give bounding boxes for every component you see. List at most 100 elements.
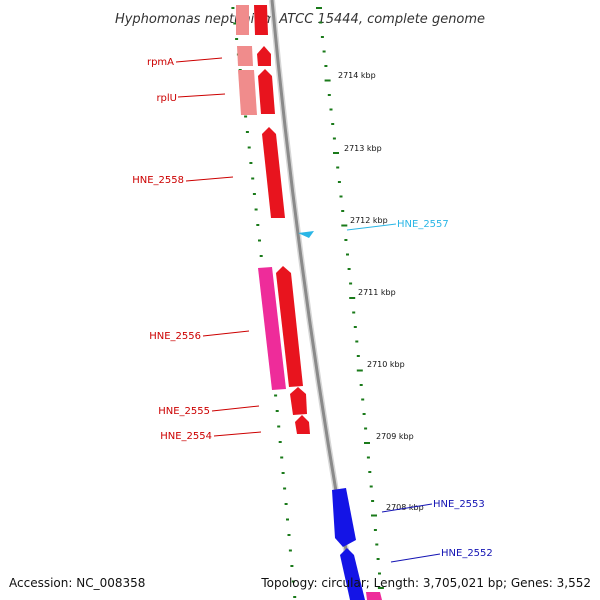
gene-feature-HNE_2556[interactable] [258,267,286,390]
inner-tick [283,487,287,490]
scale-tick [371,500,375,502]
gene-label-rpmA[interactable]: rpmA [147,57,174,68]
scale-tick [377,587,384,589]
scale-tick [369,485,373,488]
gene-label-HNE_2558[interactable]: HNE_2558 [132,175,184,186]
gene-labels: rpmA rplU HNE_2558 HNE_2557 HNE_2556 HNE… [132,57,493,559]
scale-tick [364,427,368,430]
gene-feature-rplU-light[interactable] [238,70,257,115]
scale-label-2708: 2708 kbp [386,503,424,512]
inner-tick [231,7,235,9]
inner-tick [256,224,260,226]
gene-feature-rplU[interactable] [258,69,275,114]
scale-label-2713: 2713 kbp [344,144,382,153]
leader-rpmA [175,57,223,63]
inner-tick [281,472,285,474]
inner-tick [259,255,263,257]
scale-tick [352,311,356,314]
leader-HNE_2553 [381,503,433,513]
gene-feature-HNE_2556-forward[interactable] [276,266,303,387]
scale-tick [375,543,379,546]
scale-tick [316,7,322,9]
scale-tick [376,558,380,560]
inner-tick [249,162,253,164]
inner-tick [247,146,251,149]
gene-feature-HNE_2558[interactable] [262,127,285,218]
scale-tick [356,369,363,372]
inner-tick [251,177,255,180]
scale-tick [341,210,345,212]
scale-tick [327,94,331,96]
leader-HNE_2556 [202,330,250,337]
scale-tick [322,50,326,53]
scale-tick [341,224,348,227]
gene-feature-HNE_2553[interactable] [332,488,356,547]
inner-tick [233,22,237,25]
scale-tick-track [316,7,384,589]
gene-feature-HNE_2554[interactable] [295,415,310,434]
gene-feature-top-light[interactable] [236,5,249,35]
gene-feature-HNE_2552[interactable] [340,548,365,600]
gene-feature-rpmA-light[interactable] [237,46,253,66]
scale-tick [332,137,336,140]
scale-label-2714: 2714 kbp [338,71,376,80]
scale-label-2710: 2710 kbp [367,360,405,369]
gene-feature-HNE_2555[interactable] [290,387,307,415]
gene-label-HNE_2554[interactable]: HNE_2554 [160,431,212,442]
leader-HNE_2554 [213,431,262,437]
scale-tick [364,442,370,444]
scale-tick [324,79,331,82]
leader-HNE_2557 [346,223,397,231]
gene-label-rplU[interactable]: rplU [156,93,177,104]
scale-tick [333,152,339,154]
gene-feature-bottom-pink[interactable] [366,592,382,600]
inner-tick [275,410,279,412]
scale-tick [349,282,353,285]
inner-tick [284,503,288,505]
inner-tick [235,38,239,40]
scale-tick [356,355,360,357]
leader-HNE_2558 [185,176,234,182]
gene-label-HNE_2555[interactable]: HNE_2555 [158,406,210,417]
scale-tick [359,384,363,386]
scale-tick [320,36,324,38]
inner-tick [258,239,261,242]
inner-tick [245,131,249,133]
scale-tick [378,572,381,575]
scale-tick [366,456,370,459]
scale-tick [355,340,359,343]
scale-tick [373,529,377,531]
scale-tick [353,326,357,328]
gene-label-HNE_2557[interactable]: HNE_2557 [397,219,449,230]
gene-label-HNE_2552[interactable]: HNE_2552 [441,548,493,559]
scale-tick [362,413,366,415]
scale-labels: 2714 kbp 2713 kbp 2712 kbp 2711 kbp 2710… [338,71,424,512]
inner-tick [274,394,278,397]
inner-tick [252,193,256,195]
scale-label-2711: 2711 kbp [358,288,396,297]
scale-tick [329,108,333,111]
scale-tick [361,398,365,401]
inner-tick [288,549,292,552]
scale-tick [346,253,349,256]
scale-label-2712: 2712 kbp [350,216,388,225]
inner-tick [293,596,297,598]
inner-tick [290,565,294,567]
gene-label-HNE_2553[interactable]: HNE_2553 [433,499,485,510]
inner-tick [291,580,295,583]
inner-tick [254,208,258,211]
scale-tick [349,297,356,299]
gene-feature-rpmA[interactable] [257,46,271,66]
scale-tick [347,268,351,270]
scale-tick [371,514,377,517]
gene-feature-HNE_2557[interactable] [298,231,314,238]
inner-tick [244,115,248,118]
scale-tick [339,195,343,198]
leader-rplU [177,93,226,98]
gene-feature-top-red[interactable] [254,5,268,35]
inner-tick [280,456,284,459]
inner-tick [277,425,281,428]
leader-lines [175,57,441,563]
gene-label-HNE_2556[interactable]: HNE_2556 [149,331,201,342]
